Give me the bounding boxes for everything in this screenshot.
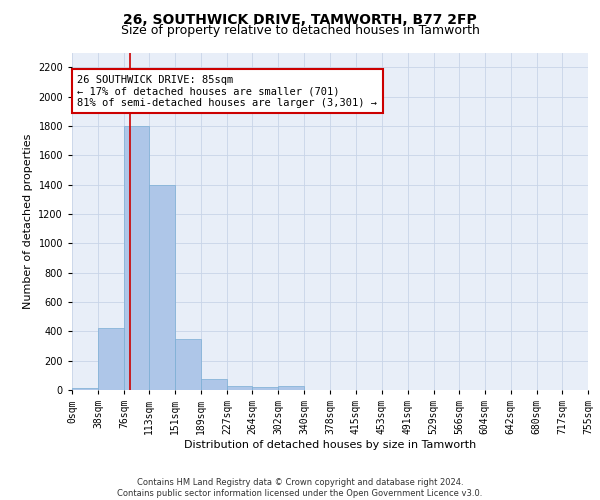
Bar	[278, 386, 304, 390]
Bar	[227, 386, 253, 390]
Bar	[175, 338, 201, 390]
Bar	[253, 387, 278, 390]
Bar	[72, 388, 98, 390]
X-axis label: Distribution of detached houses by size in Tamworth: Distribution of detached houses by size …	[184, 440, 476, 450]
Text: 26, SOUTHWICK DRIVE, TAMWORTH, B77 2FP: 26, SOUTHWICK DRIVE, TAMWORTH, B77 2FP	[123, 12, 477, 26]
Y-axis label: Number of detached properties: Number of detached properties	[23, 134, 32, 309]
Bar	[149, 184, 175, 390]
Bar	[124, 126, 149, 390]
Bar	[201, 379, 227, 390]
Text: 26 SOUTHWICK DRIVE: 85sqm
← 17% of detached houses are smaller (701)
81% of semi: 26 SOUTHWICK DRIVE: 85sqm ← 17% of detac…	[77, 74, 377, 108]
Text: Size of property relative to detached houses in Tamworth: Size of property relative to detached ho…	[121, 24, 479, 37]
Text: Contains HM Land Registry data © Crown copyright and database right 2024.
Contai: Contains HM Land Registry data © Crown c…	[118, 478, 482, 498]
Bar	[98, 328, 124, 390]
